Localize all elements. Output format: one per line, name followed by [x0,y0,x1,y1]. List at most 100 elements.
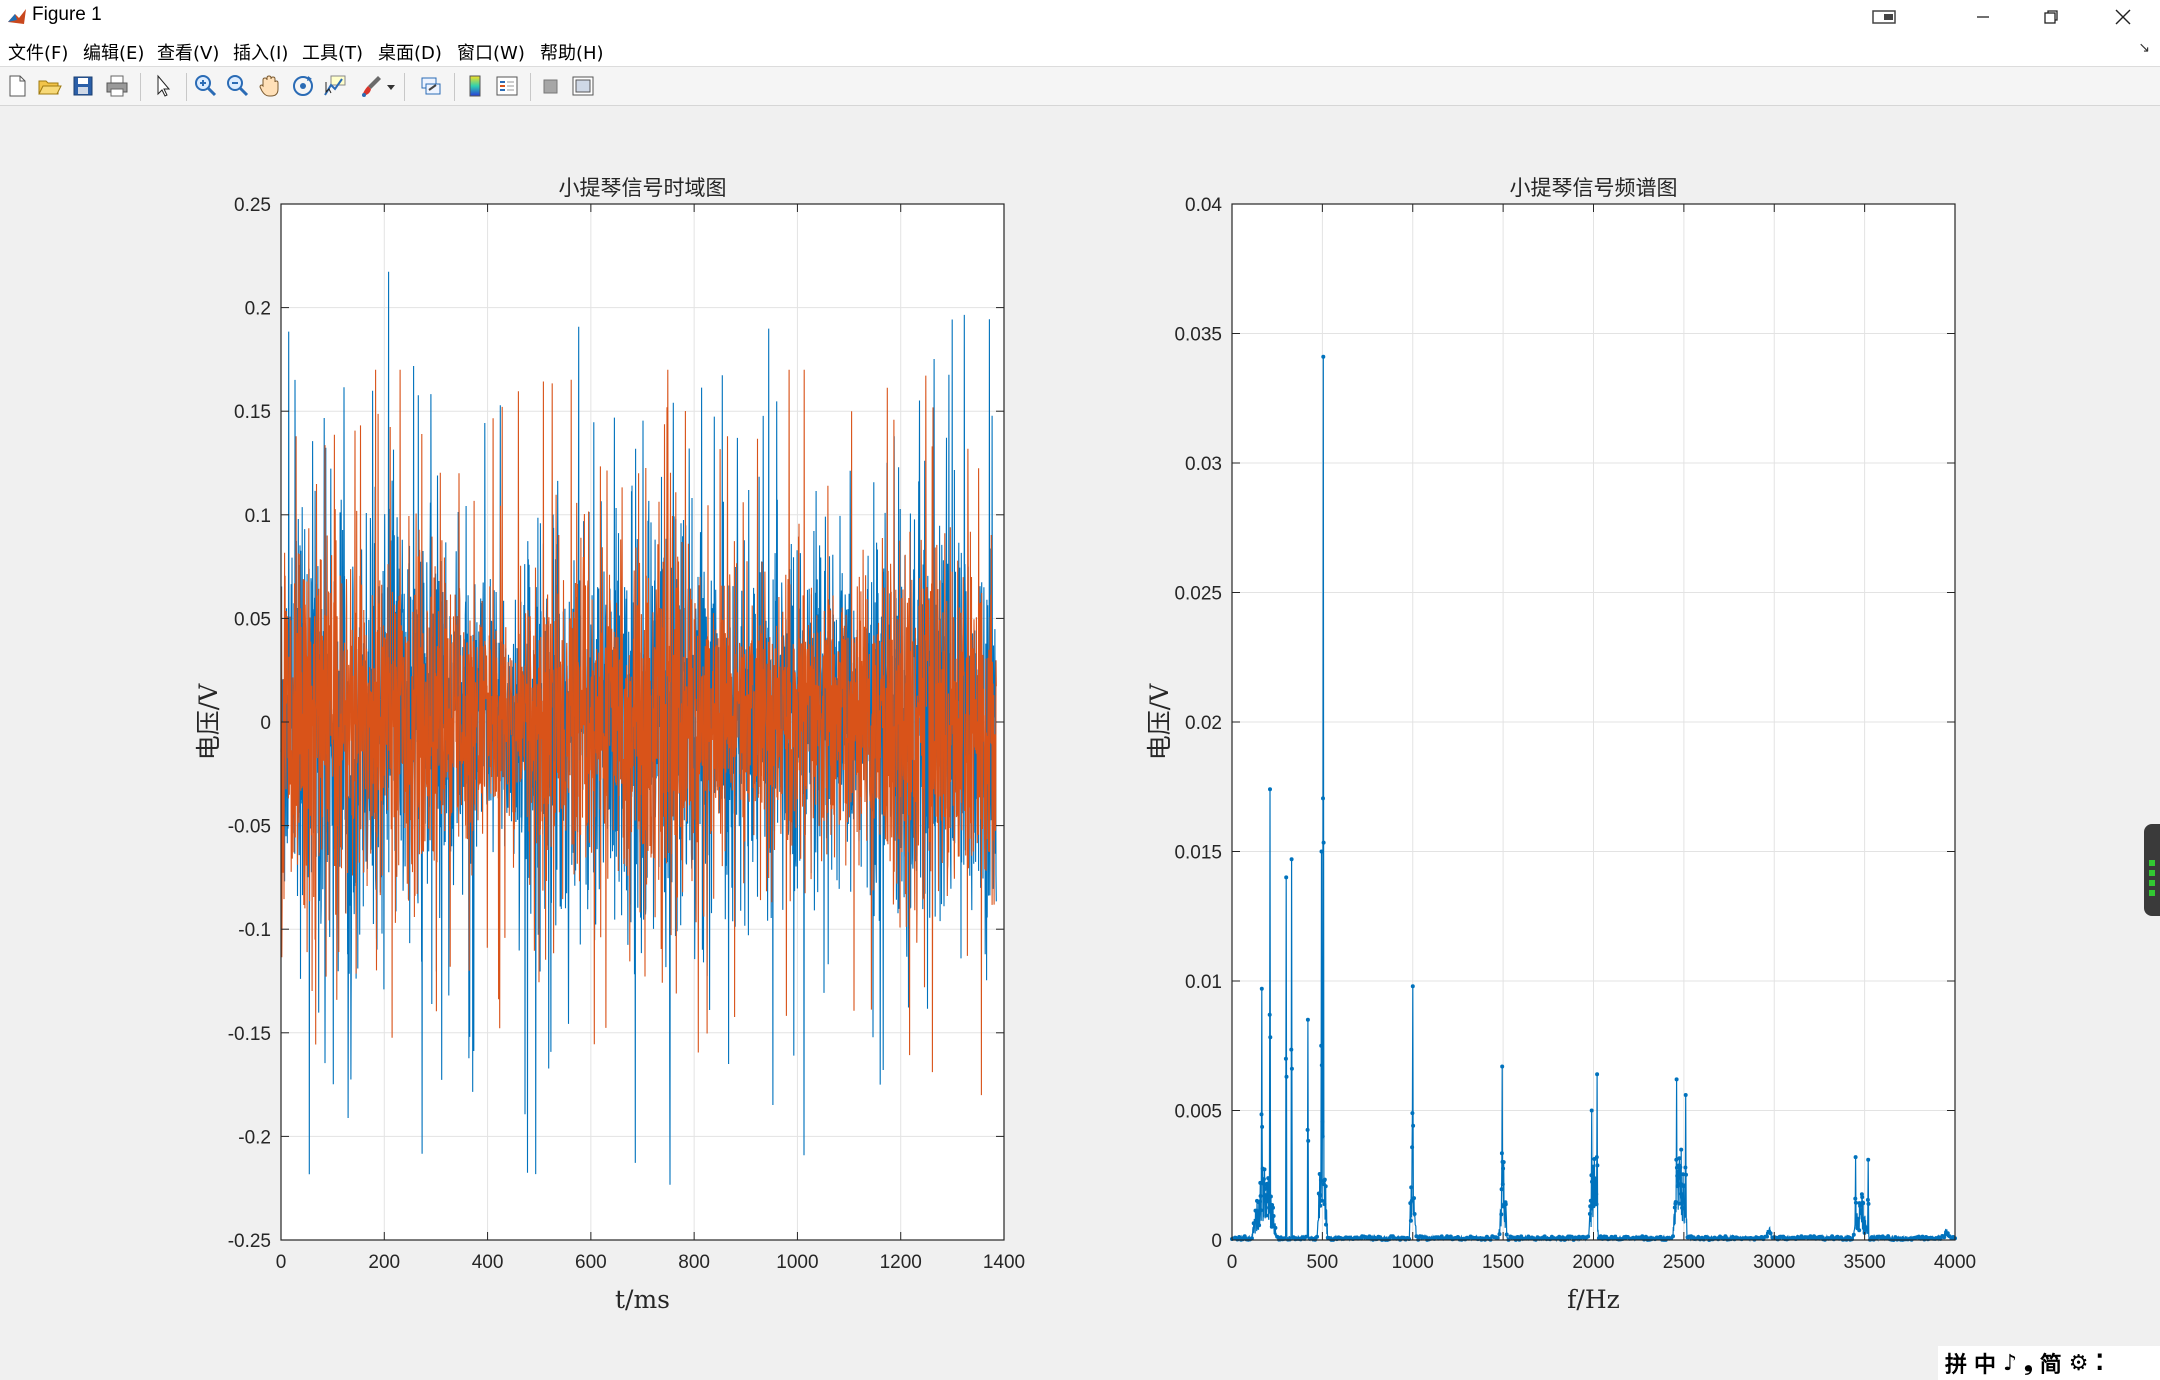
spectrum-point [1591,1164,1596,1169]
menu-tools[interactable]: 工具(T) [302,43,364,64]
snap-layout-button[interactable] [1852,0,1918,34]
rotate-3d-icon[interactable] [290,73,316,99]
spectrum-point [1410,1145,1415,1150]
ime-simplified-icon[interactable]: 简 [2039,1353,2062,1378]
x-axis-label: t/ms [615,1285,670,1314]
zoom-out-icon[interactable] [224,73,250,99]
y-tick-label: 0.2 [245,299,271,320]
brush-dropdown-icon[interactable] [384,73,398,99]
spectrum-point [1858,1204,1863,1208]
menu-view[interactable]: 查看(V) [157,43,220,64]
spectrum-point [1266,1176,1271,1181]
ime-more-icon[interactable]: ⁚ [2095,1350,2104,1376]
dock-handle[interactable] [2144,824,2160,916]
spectrum-point [1409,1185,1414,1190]
handle-dot [2149,880,2155,886]
spectrum-point [1320,1198,1325,1203]
spectrum-point [1853,1196,1858,1201]
hide-plot-tools-icon[interactable] [538,73,564,99]
spectrum-point [1569,1234,1574,1239]
spectrum-point [1768,1231,1773,1236]
spectrum-point [1410,984,1415,989]
y-tick-label: 0.04 [1185,195,1222,216]
spectrum-point [1408,1218,1413,1223]
print-icon[interactable] [104,73,130,99]
menu-edit[interactable]: 编辑(E) [83,43,145,64]
spectrum-point [1500,1182,1505,1187]
pan-hand-icon[interactable] [256,73,282,99]
spectrum-point [1260,1124,1265,1129]
ime-punct-icon[interactable]: ❟ [2024,1350,2033,1376]
spectrum-point [1674,1077,1679,1082]
menu-file[interactable]: 文件(F) [8,43,69,64]
minimize-button[interactable] [1950,0,2016,34]
spectrum-point [1594,1155,1599,1160]
minimize-icon [1977,16,1989,18]
spectrum-point [1264,1213,1269,1218]
spectrum-point [1678,1181,1683,1186]
spectrum-point [1258,1199,1262,1204]
y-axis-label: 电压/V [194,683,223,760]
menu-insert[interactable]: 插入(I) [233,43,289,64]
spectrum-point [1262,1187,1267,1191]
close-button[interactable] [2090,0,2156,34]
save-icon[interactable] [70,73,96,99]
brush-icon[interactable] [358,73,384,99]
spectrum-point [1322,1202,1327,1207]
spectrum-point [1501,1166,1506,1171]
ime-pinyin-icon[interactable]: 拼 [1945,1353,1968,1378]
x-tick-label: 1200 [880,1252,922,1273]
spectrum-point [1258,1208,1263,1213]
menu-window[interactable]: 窗口(W) [457,43,525,64]
spectrum-point [1271,1214,1276,1218]
show-plot-tools-icon[interactable] [570,73,596,99]
x-axis-label: f/Hz [1567,1285,1620,1314]
ime-chinese-icon[interactable]: 中 [1974,1353,1997,1378]
edit-plot-arrow-icon[interactable] [150,73,176,99]
spectrum-point [1683,1093,1688,1097]
spectrum-point [1410,1111,1415,1116]
spectrum-point [1589,1108,1594,1113]
insert-colorbar-icon[interactable] [462,73,488,99]
ime-moon-icon[interactable]: ♪ [2003,1350,2018,1376]
y-tick-label: 0 [260,713,271,734]
figure-canvas[interactable]: 0 200 400 600 800 1000 1200 1400 -0.25 -0.2 -0.15 -… [0,106,2160,1380]
data-cursor-icon[interactable] [322,73,348,99]
spectrum-point [1242,1234,1247,1239]
spectrum-point [1414,1234,1419,1239]
zoom-in-icon[interactable] [192,73,218,99]
spectrum-point [1586,1234,1591,1239]
spectrum-point [1683,1165,1688,1170]
x-tick-label: 4000 [1934,1252,1976,1273]
spectrum-point [1251,1221,1256,1226]
signal-series-1 [280,369,997,1096]
y-tick-label: 0.01 [1185,972,1222,993]
spectrum-point [1284,1074,1289,1079]
y-tick-label: -0.25 [228,1231,271,1252]
menu-desktop[interactable]: 桌面(D) [378,43,442,64]
ime-toolbar: 拼 中 ♪ ❟ 简 ⚙ ⁚ [1938,1346,2160,1380]
menu-help[interactable]: 帮助(H) [540,43,604,64]
ime-settings-icon[interactable]: ⚙ [2068,1350,2089,1376]
open-file-icon[interactable] [36,73,62,99]
spectrum-point [1273,1225,1278,1230]
spectrum-point [1587,1211,1592,1216]
spectrum-point [1504,1232,1509,1237]
restore-button[interactable] [2018,0,2084,34]
insert-legend-icon[interactable] [494,73,520,99]
spectrum-point [1495,1236,1500,1241]
spectrum-point [1259,1112,1264,1117]
y-tick-label: 0.015 [1174,843,1222,864]
link-plot-icon[interactable] [418,73,444,99]
new-figure-icon[interactable] [4,73,30,99]
spectrum-point [1679,1147,1684,1152]
spectrum-point [1499,1187,1504,1192]
spectrum-point [1265,1184,1270,1189]
spectrum-point [1859,1208,1863,1213]
y-tick-label: 0.25 [234,195,271,216]
spectrum-point [1675,1184,1680,1189]
menu-bar: 文件(F) 编辑(E) 查看(V) 插入(I) 工具(T) 桌面(D) 窗口(W… [0,34,2160,67]
y-tick-label: -0.2 [238,1127,271,1148]
spectrum-point [1261,1177,1266,1182]
dock-arrow-icon[interactable]: ↘ [2138,40,2150,56]
